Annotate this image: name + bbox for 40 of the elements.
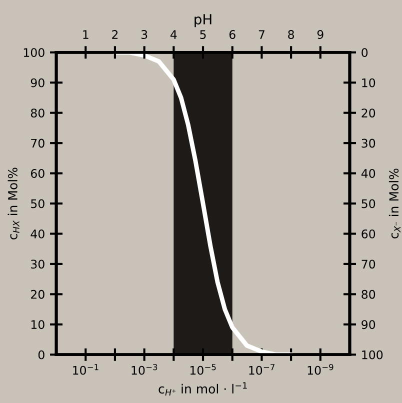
y-tick-label: 100 — [24, 48, 44, 58]
y2-tick-label: 70 — [362, 260, 376, 269]
y-tick-label: 20 — [31, 290, 44, 299]
y2-tick-label: 80 — [362, 290, 376, 299]
x2-tick-label: 4 — [170, 30, 177, 39]
x2-tick-label: 1 — [83, 30, 88, 39]
x2-tick-label: 5 — [200, 30, 206, 39]
y2-tick-label: 0 — [362, 48, 368, 58]
y2-tick-label: 30 — [362, 138, 376, 148]
y-tick-label: 30 — [31, 260, 44, 269]
x-tick-label: 10$^{−1}$ — [73, 364, 98, 375]
y-axis-title: c$_{HX}$ in Mol% — [8, 168, 20, 240]
y-tick-label: 50 — [31, 199, 44, 208]
x2-tick-label: 6 — [229, 30, 236, 39]
x-tick-label: 10$^{−5}$ — [190, 364, 216, 375]
y2-axis-title: c$_{X⁻}$ in Mol% — [388, 168, 400, 238]
x2-tick-label: 3 — [141, 30, 148, 39]
x-tick-label: 10$^{−9}$ — [308, 364, 334, 375]
y-tick-label: 90 — [30, 78, 44, 88]
x2-tick-label: 7 — [258, 30, 264, 39]
y-tick-label: 10 — [31, 320, 44, 330]
x2-tick-label: 9 — [317, 30, 324, 39]
y2-tick-label: 20 — [362, 108, 376, 118]
y2-tick-label: 10 — [362, 78, 376, 88]
x-tick-label: 10$^{−3}$ — [132, 364, 158, 375]
y2-tick-label: 100 — [362, 350, 383, 360]
x-tick-label: 10$^{−7}$ — [249, 364, 274, 375]
x2-tick-label: 2 — [112, 30, 118, 39]
y2-tick-label: 50 — [362, 199, 376, 208]
x2-tick-label: 8 — [288, 30, 294, 39]
x2-axis-title: pH — [194, 14, 212, 28]
y-tick-label: 80 — [30, 108, 44, 118]
y-tick-label: 60 — [30, 169, 44, 178]
y-tick-label: 0 — [38, 350, 44, 360]
y2-tick-label: 60 — [362, 229, 376, 238]
y2-tick-label: 40 — [361, 169, 376, 178]
y-tick-label: 70 — [31, 138, 44, 148]
y-tick-label: 40 — [30, 229, 44, 238]
x-axis-title: c$_{H⁺}$ in mol · l$^{−1}$ — [158, 382, 247, 396]
y2-tick-label: 90 — [362, 320, 376, 330]
